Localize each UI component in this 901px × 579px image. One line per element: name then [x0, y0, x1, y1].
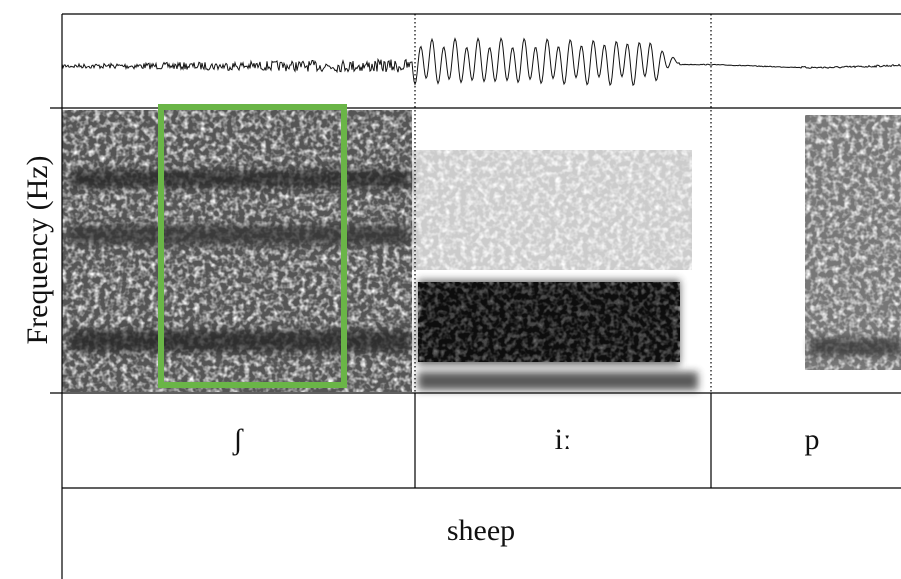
- waveform: [61, 36, 901, 87]
- word-label: sheep: [447, 514, 515, 547]
- axis-label: Frequency (Hz): [21, 155, 54, 344]
- frame: [50, 13, 901, 579]
- segment-label: ʃ: [232, 423, 244, 456]
- segment-label: iː: [555, 423, 572, 456]
- segment-label: p: [805, 423, 820, 456]
- spectrogram: [62, 110, 901, 392]
- highlight-box: [158, 104, 347, 388]
